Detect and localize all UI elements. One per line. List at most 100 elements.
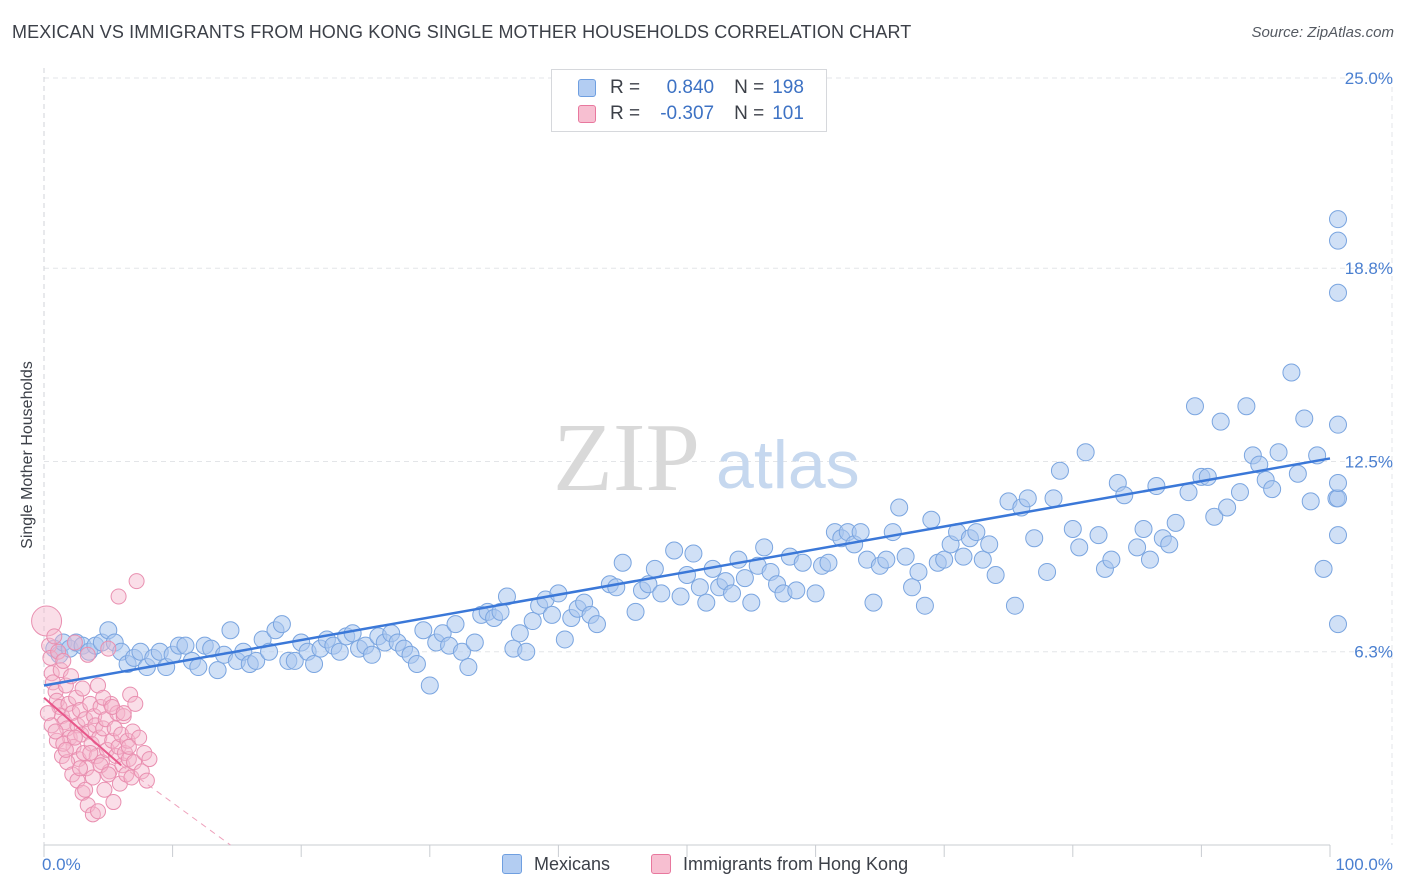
mexicans-point — [986, 566, 1005, 585]
mexicans-point — [1237, 397, 1256, 416]
mexicans-point — [1230, 483, 1249, 502]
mexicans-point — [967, 523, 986, 542]
mexicans-point — [1025, 529, 1044, 548]
hong-kong-point — [136, 744, 153, 761]
trend-lines — [43, 457, 1331, 846]
hong-kong-point — [52, 662, 69, 679]
hong-kong-point — [72, 760, 89, 777]
hong-kong-point — [50, 643, 67, 660]
y-tick-label: 6.3% — [1354, 643, 1393, 662]
trend-line-mexicans — [43, 457, 1331, 687]
mexicans-point — [1329, 415, 1347, 434]
mexicans-point — [1211, 412, 1230, 431]
y-tick-label: 12.5% — [1345, 453, 1393, 472]
mexicans-point — [221, 621, 240, 640]
chart-title: MEXICAN VS IMMIGRANTS FROM HONG KONG SIN… — [12, 22, 912, 42]
legend-r-label: R = — [610, 77, 641, 98]
legend-row-hong-kong: R = -0.307 N = 101 — [578, 102, 804, 126]
mexicans-point — [305, 654, 324, 673]
mexicans-point — [1218, 498, 1237, 517]
mexicans-point — [877, 550, 896, 569]
mexicans-point — [626, 602, 645, 621]
legend-r-label: R = — [610, 103, 641, 124]
mexicans-point — [1050, 461, 1069, 480]
source-label: Source: ZipAtlas.com — [1251, 24, 1394, 41]
mexicans-point — [1329, 489, 1347, 508]
hong-kong-point — [122, 686, 139, 703]
mexicans-point — [247, 651, 266, 670]
mexicans-point — [1076, 443, 1095, 462]
mexicans-point — [729, 550, 748, 569]
mexicans-point — [420, 676, 439, 695]
hong-kong-point — [95, 720, 112, 737]
hong-kong-point — [84, 769, 101, 786]
hong-kong-point — [100, 640, 117, 657]
hong-kong-point — [39, 705, 56, 722]
mexicans-point — [1282, 363, 1301, 382]
hong-kong-point — [46, 628, 63, 645]
legend-r-value: -0.307 — [660, 103, 715, 124]
mexicans-point — [189, 658, 208, 677]
mexicans-point — [1329, 615, 1347, 634]
mexicans-point — [735, 569, 754, 588]
hong-kong-point — [55, 652, 72, 669]
mexicans-point — [909, 562, 928, 581]
y-tick-label: 25.0% — [1345, 69, 1393, 88]
mexicans-point — [684, 544, 703, 563]
series-hong-kong — [31, 573, 158, 823]
hong-kong-point — [68, 689, 85, 706]
hong-kong-point — [74, 680, 91, 697]
mexicans-point — [1263, 480, 1282, 499]
mexicans-point — [176, 636, 195, 655]
hong-kong-point — [120, 751, 137, 768]
legend-n-label: N = — [734, 77, 765, 98]
mexicans-point — [343, 624, 362, 643]
watermark-zip: ZIP — [553, 404, 700, 512]
mexicans-point — [890, 498, 909, 517]
mexicans-point — [652, 584, 671, 603]
mexicans-point — [1160, 535, 1179, 554]
y-tick-label: 18.8% — [1345, 259, 1393, 278]
mexicans-point — [330, 642, 349, 661]
mexicans-point — [645, 559, 664, 578]
hong-kong-point — [127, 695, 144, 712]
mexicans-point — [690, 578, 709, 597]
mexicans-point — [208, 661, 227, 680]
hong-kong-point — [96, 781, 113, 798]
mexicans-point — [613, 553, 632, 572]
mexicans-point — [587, 615, 606, 634]
trend-line-hong-kong-extension — [120, 764, 231, 846]
mexicans-point — [915, 596, 934, 615]
mexicans-point — [285, 651, 304, 670]
y-tick-labels: 6.3% 12.5% 18.8% 25.0% — [1345, 69, 1393, 662]
grid-lines — [44, 77, 1393, 845]
mexicans-point — [517, 642, 536, 661]
mexicans-point — [1250, 455, 1269, 474]
mexicans-point — [1147, 477, 1166, 496]
watermark: ZIP atlas — [553, 404, 860, 512]
bottom-legend-swatch-hong-kong — [651, 854, 671, 874]
hong-kong-point — [105, 794, 122, 811]
mexicans-point — [851, 523, 870, 542]
legend-r-value: 0.840 — [666, 77, 715, 98]
hong-kong-point — [110, 588, 127, 605]
mexicans-point — [1063, 519, 1082, 538]
hong-kong-point — [120, 738, 137, 755]
mexicans-point — [665, 541, 684, 560]
mexicans-point — [742, 593, 761, 612]
mexicans-point — [1005, 596, 1024, 615]
hong-kong-point — [82, 744, 99, 761]
mexicans-point — [1070, 538, 1089, 557]
mexicans-point — [1166, 513, 1185, 532]
correlation-legend: R = 0.840 N = 198 R = -0.307 N = 101 — [551, 69, 827, 132]
mexicans-point — [1140, 550, 1159, 569]
bottom-legend-hong-kong: Immigrants from Hong Kong — [651, 852, 908, 876]
mexicans-point — [671, 587, 690, 606]
hong-kong-point — [77, 781, 94, 798]
hong-kong-point — [123, 769, 140, 786]
mexicans-point — [1018, 489, 1037, 508]
mexicans-point — [555, 630, 574, 649]
mexicans-point — [446, 615, 465, 634]
mexicans-point — [407, 654, 426, 673]
